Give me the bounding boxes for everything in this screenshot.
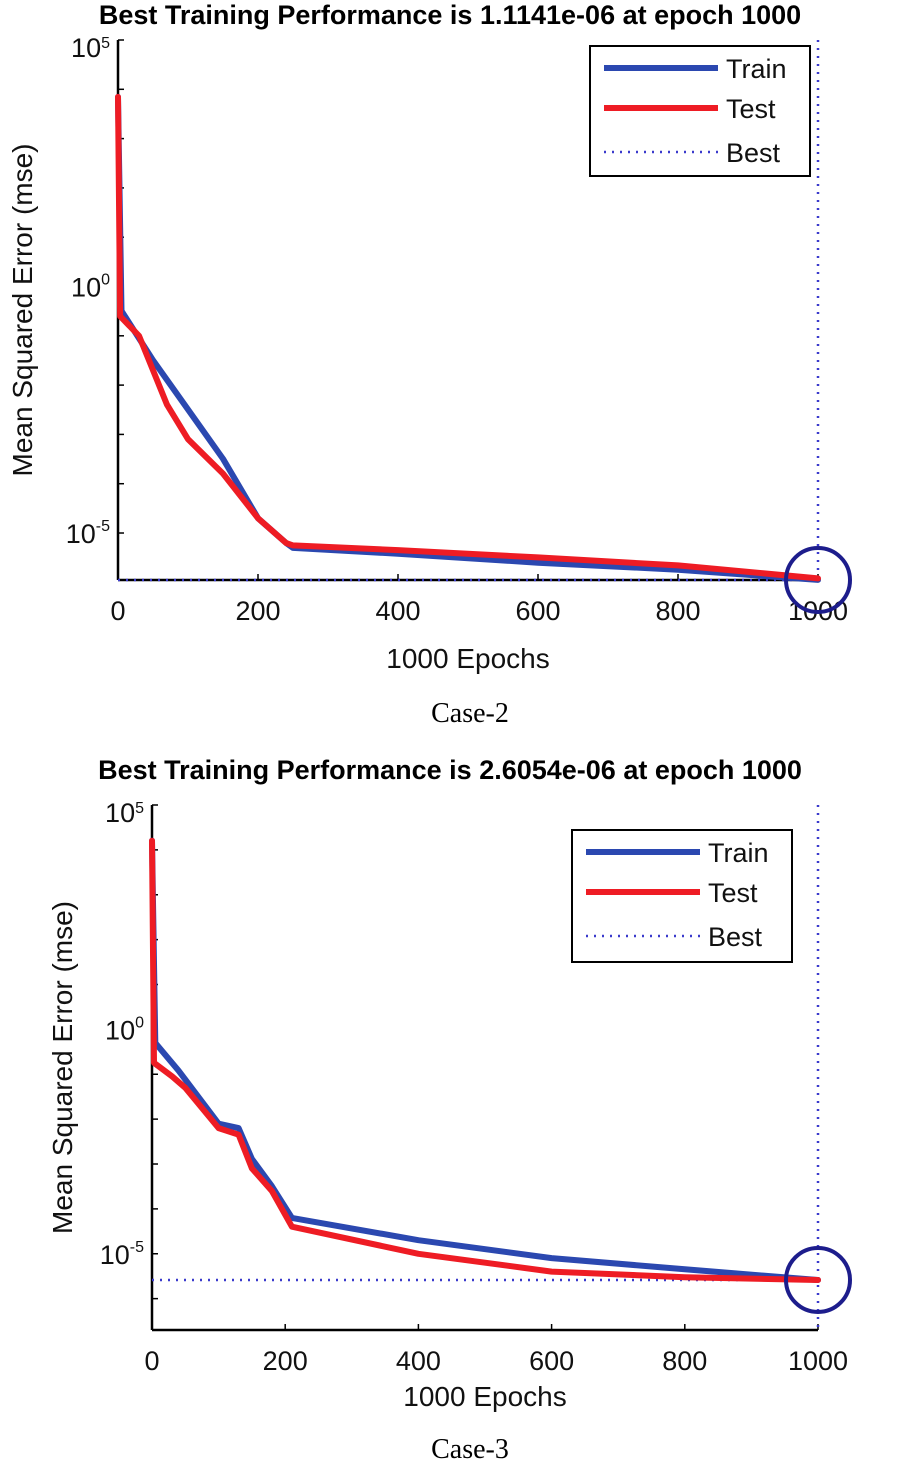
y-tick-label: 10-5 <box>100 1239 144 1270</box>
legend: Train Test Best <box>589 45 811 177</box>
y-tick-base: 10 <box>71 33 101 63</box>
y-tick-exponent: 5 <box>101 35 110 52</box>
y-tick-base: 10 <box>105 798 135 828</box>
y-tick-exponent: 0 <box>135 1014 144 1031</box>
chart-1: Best Training Performance is 1.1141e-06 … <box>7 0 852 729</box>
best-point-marker <box>784 1245 852 1314</box>
legend-label-best: Best <box>708 922 763 952</box>
x-tick-label: 800 <box>662 1346 707 1376</box>
chart-title: Best Training Performance is 1.1141e-06 … <box>99 0 801 30</box>
x-tick-label: 800 <box>655 596 700 626</box>
x-tick-label: 200 <box>263 1346 308 1376</box>
y-tick-base: 10 <box>105 1015 135 1045</box>
y-tick-base: 10 <box>66 519 96 549</box>
legend-label-best: Best <box>726 138 781 168</box>
x-tick-label: 400 <box>396 1346 441 1376</box>
y-tick-base: 10 <box>71 273 101 303</box>
y-axis-label: Mean Squared Error (mse) <box>47 901 78 1234</box>
x-axis-label: 1000 Epochs <box>403 1381 566 1412</box>
x-tick-label: 400 <box>375 596 420 626</box>
y-tick-label: 100 <box>105 1014 144 1045</box>
x-tick-label: 600 <box>515 596 560 626</box>
x-tick-label: 1000 <box>788 1346 848 1376</box>
legend-label-test: Test <box>708 878 758 908</box>
legend: Train Test Best <box>571 829 793 963</box>
chart-2: Best Training Performance is 2.6054e-06 … <box>47 755 852 1465</box>
figure-caption: Case-3 <box>431 1434 509 1465</box>
legend-label-train: Train <box>726 54 787 84</box>
y-tick-exponent: 5 <box>135 800 144 817</box>
y-tick-label: 100 <box>71 272 110 303</box>
x-tick-label: 0 <box>110 596 125 626</box>
figure-caption: Case-2 <box>431 698 509 729</box>
x-tick-label: 0 <box>144 1346 159 1376</box>
x-axis-label: 1000 Epochs <box>386 643 549 674</box>
legend-label-test: Test <box>726 94 776 124</box>
chart-title: Best Training Performance is 2.6054e-06 … <box>98 755 802 785</box>
x-tick-label: 600 <box>529 1346 574 1376</box>
y-tick-exponent: -5 <box>96 518 110 535</box>
y-tick-label: 105 <box>105 798 144 828</box>
y-tick-exponent: 0 <box>101 272 110 289</box>
y-tick-exponent: -5 <box>130 1239 144 1256</box>
y-tick-label: 10-5 <box>66 518 110 549</box>
x-tick-label: 200 <box>235 596 280 626</box>
best-point-marker <box>784 546 852 614</box>
y-axis-label: Mean Squared Error (mse) <box>7 143 38 476</box>
y-tick-base: 10 <box>100 1240 130 1270</box>
series-line-train <box>149 837 821 1283</box>
legend-label-train: Train <box>708 838 769 868</box>
y-tick-label: 105 <box>71 33 110 63</box>
